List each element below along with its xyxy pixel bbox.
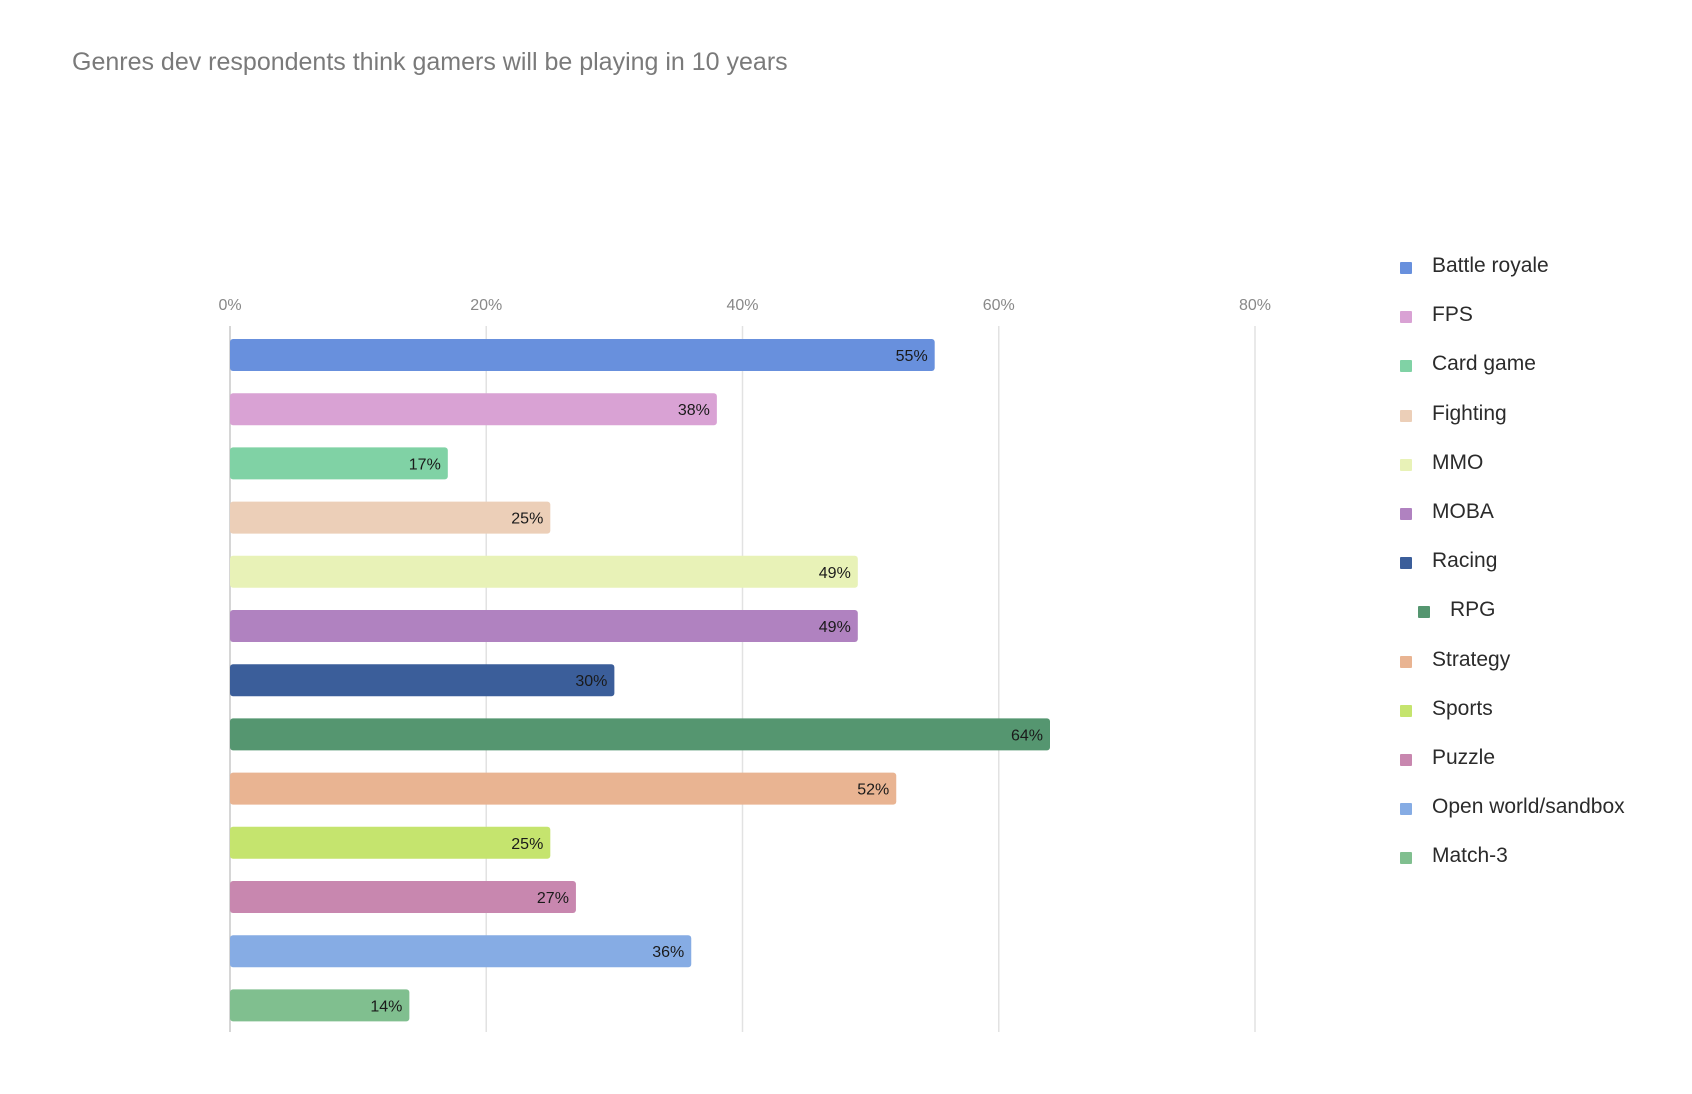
legend-swatch xyxy=(1400,655,1412,668)
legend-item: Open world/sandbox xyxy=(1400,795,1690,844)
chart-title: Genres dev respondents think gamers will… xyxy=(72,48,788,76)
legend-swatch xyxy=(1400,557,1412,570)
x-tick-label: 0% xyxy=(218,297,241,314)
bar-value-label: 36% xyxy=(652,944,684,961)
legend-label: Strategy xyxy=(1432,647,1511,671)
legend-label: Sports xyxy=(1432,696,1493,720)
bar-value-labels: 55% 38% 17% 25% 49% 49% 30% 64% 52% 25% 27% 36% 14% xyxy=(370,348,1043,1015)
bar-value-label: 55% xyxy=(896,348,928,365)
x-tick-label: 20% xyxy=(470,297,502,314)
legend-item: Match-3 xyxy=(1400,844,1690,893)
legend-label: FPS xyxy=(1432,303,1473,327)
legend-swatch xyxy=(1400,458,1412,471)
x-axis-ticks: 0% 20% 40% 60% 80% xyxy=(218,297,1271,314)
legend-swatch xyxy=(1418,606,1430,619)
legend-item: Strategy xyxy=(1400,648,1690,697)
x-tick-label: 40% xyxy=(726,297,758,314)
legend-label: Battle royale xyxy=(1432,254,1549,277)
bar-fps xyxy=(230,393,717,426)
legend-item: MOBA xyxy=(1400,500,1690,549)
legend-label: Puzzle xyxy=(1432,745,1496,769)
bar-value-label: 30% xyxy=(575,673,607,690)
bar-value-label: 49% xyxy=(819,565,851,582)
x-tick-label: 80% xyxy=(1239,297,1271,314)
bar-match-3 xyxy=(230,989,410,1022)
bar-rpg xyxy=(230,718,1050,751)
legend-item: Fighting xyxy=(1400,402,1690,451)
bar-value-label: 14% xyxy=(370,998,402,1015)
legend-swatch xyxy=(1400,262,1412,274)
legend-swatch xyxy=(1400,704,1412,717)
legend-item: Racing xyxy=(1400,549,1690,598)
legend-label: RPG xyxy=(1450,598,1496,622)
legend-label: Open world/sandbox xyxy=(1432,795,1625,819)
bar-value-label: 64% xyxy=(1011,727,1043,744)
bar-value-label: 38% xyxy=(678,402,710,419)
bar-strategy xyxy=(230,772,897,805)
legend-swatch xyxy=(1400,409,1412,422)
bar-value-label: 25% xyxy=(511,836,543,853)
bar-value-label: 49% xyxy=(819,619,851,636)
legend-label: MMO xyxy=(1432,450,1484,474)
bar-sports xyxy=(230,826,551,859)
legend-label: Fighting xyxy=(1432,401,1507,425)
bar-battle-royale xyxy=(230,339,935,371)
legend-swatch xyxy=(1400,360,1412,373)
legend-swatch xyxy=(1400,507,1412,520)
legend-item: RPG xyxy=(1400,598,1690,647)
bar-racing xyxy=(230,664,615,697)
bar-value-label: 25% xyxy=(511,511,543,528)
bar-fighting xyxy=(230,501,551,534)
bar-card-game xyxy=(230,447,448,480)
bar-puzzle xyxy=(230,881,576,913)
bar-value-label: 52% xyxy=(857,782,889,799)
legend-swatch xyxy=(1400,753,1412,766)
legend-swatch xyxy=(1400,803,1412,816)
bar-value-label: 17% xyxy=(409,456,441,473)
legend-swatch xyxy=(1400,311,1412,324)
x-tick-label: 60% xyxy=(983,297,1015,314)
bar-value-label: 27% xyxy=(537,890,569,907)
legend-item: Card game xyxy=(1400,352,1690,401)
legend-label: Racing xyxy=(1432,549,1498,573)
bar-mmo xyxy=(230,555,858,588)
legend: Battle royale FPS Card game Fighting MMO MOBA… xyxy=(1400,254,1690,893)
legend-label: MOBA xyxy=(1432,499,1494,523)
legend-item: Sports xyxy=(1400,697,1690,746)
bar-moba xyxy=(230,610,858,642)
legend-label: Card game xyxy=(1432,352,1536,376)
legend-label: Match-3 xyxy=(1432,844,1508,868)
legend-item: FPS xyxy=(1400,303,1690,352)
legend-swatch xyxy=(1400,852,1412,865)
legend-item: MMO xyxy=(1400,451,1690,500)
legend-item: Puzzle xyxy=(1400,746,1690,795)
legend-item: Battle royale xyxy=(1400,254,1690,303)
bars xyxy=(230,339,1050,1022)
bar-open-world-sandbox xyxy=(230,935,692,968)
